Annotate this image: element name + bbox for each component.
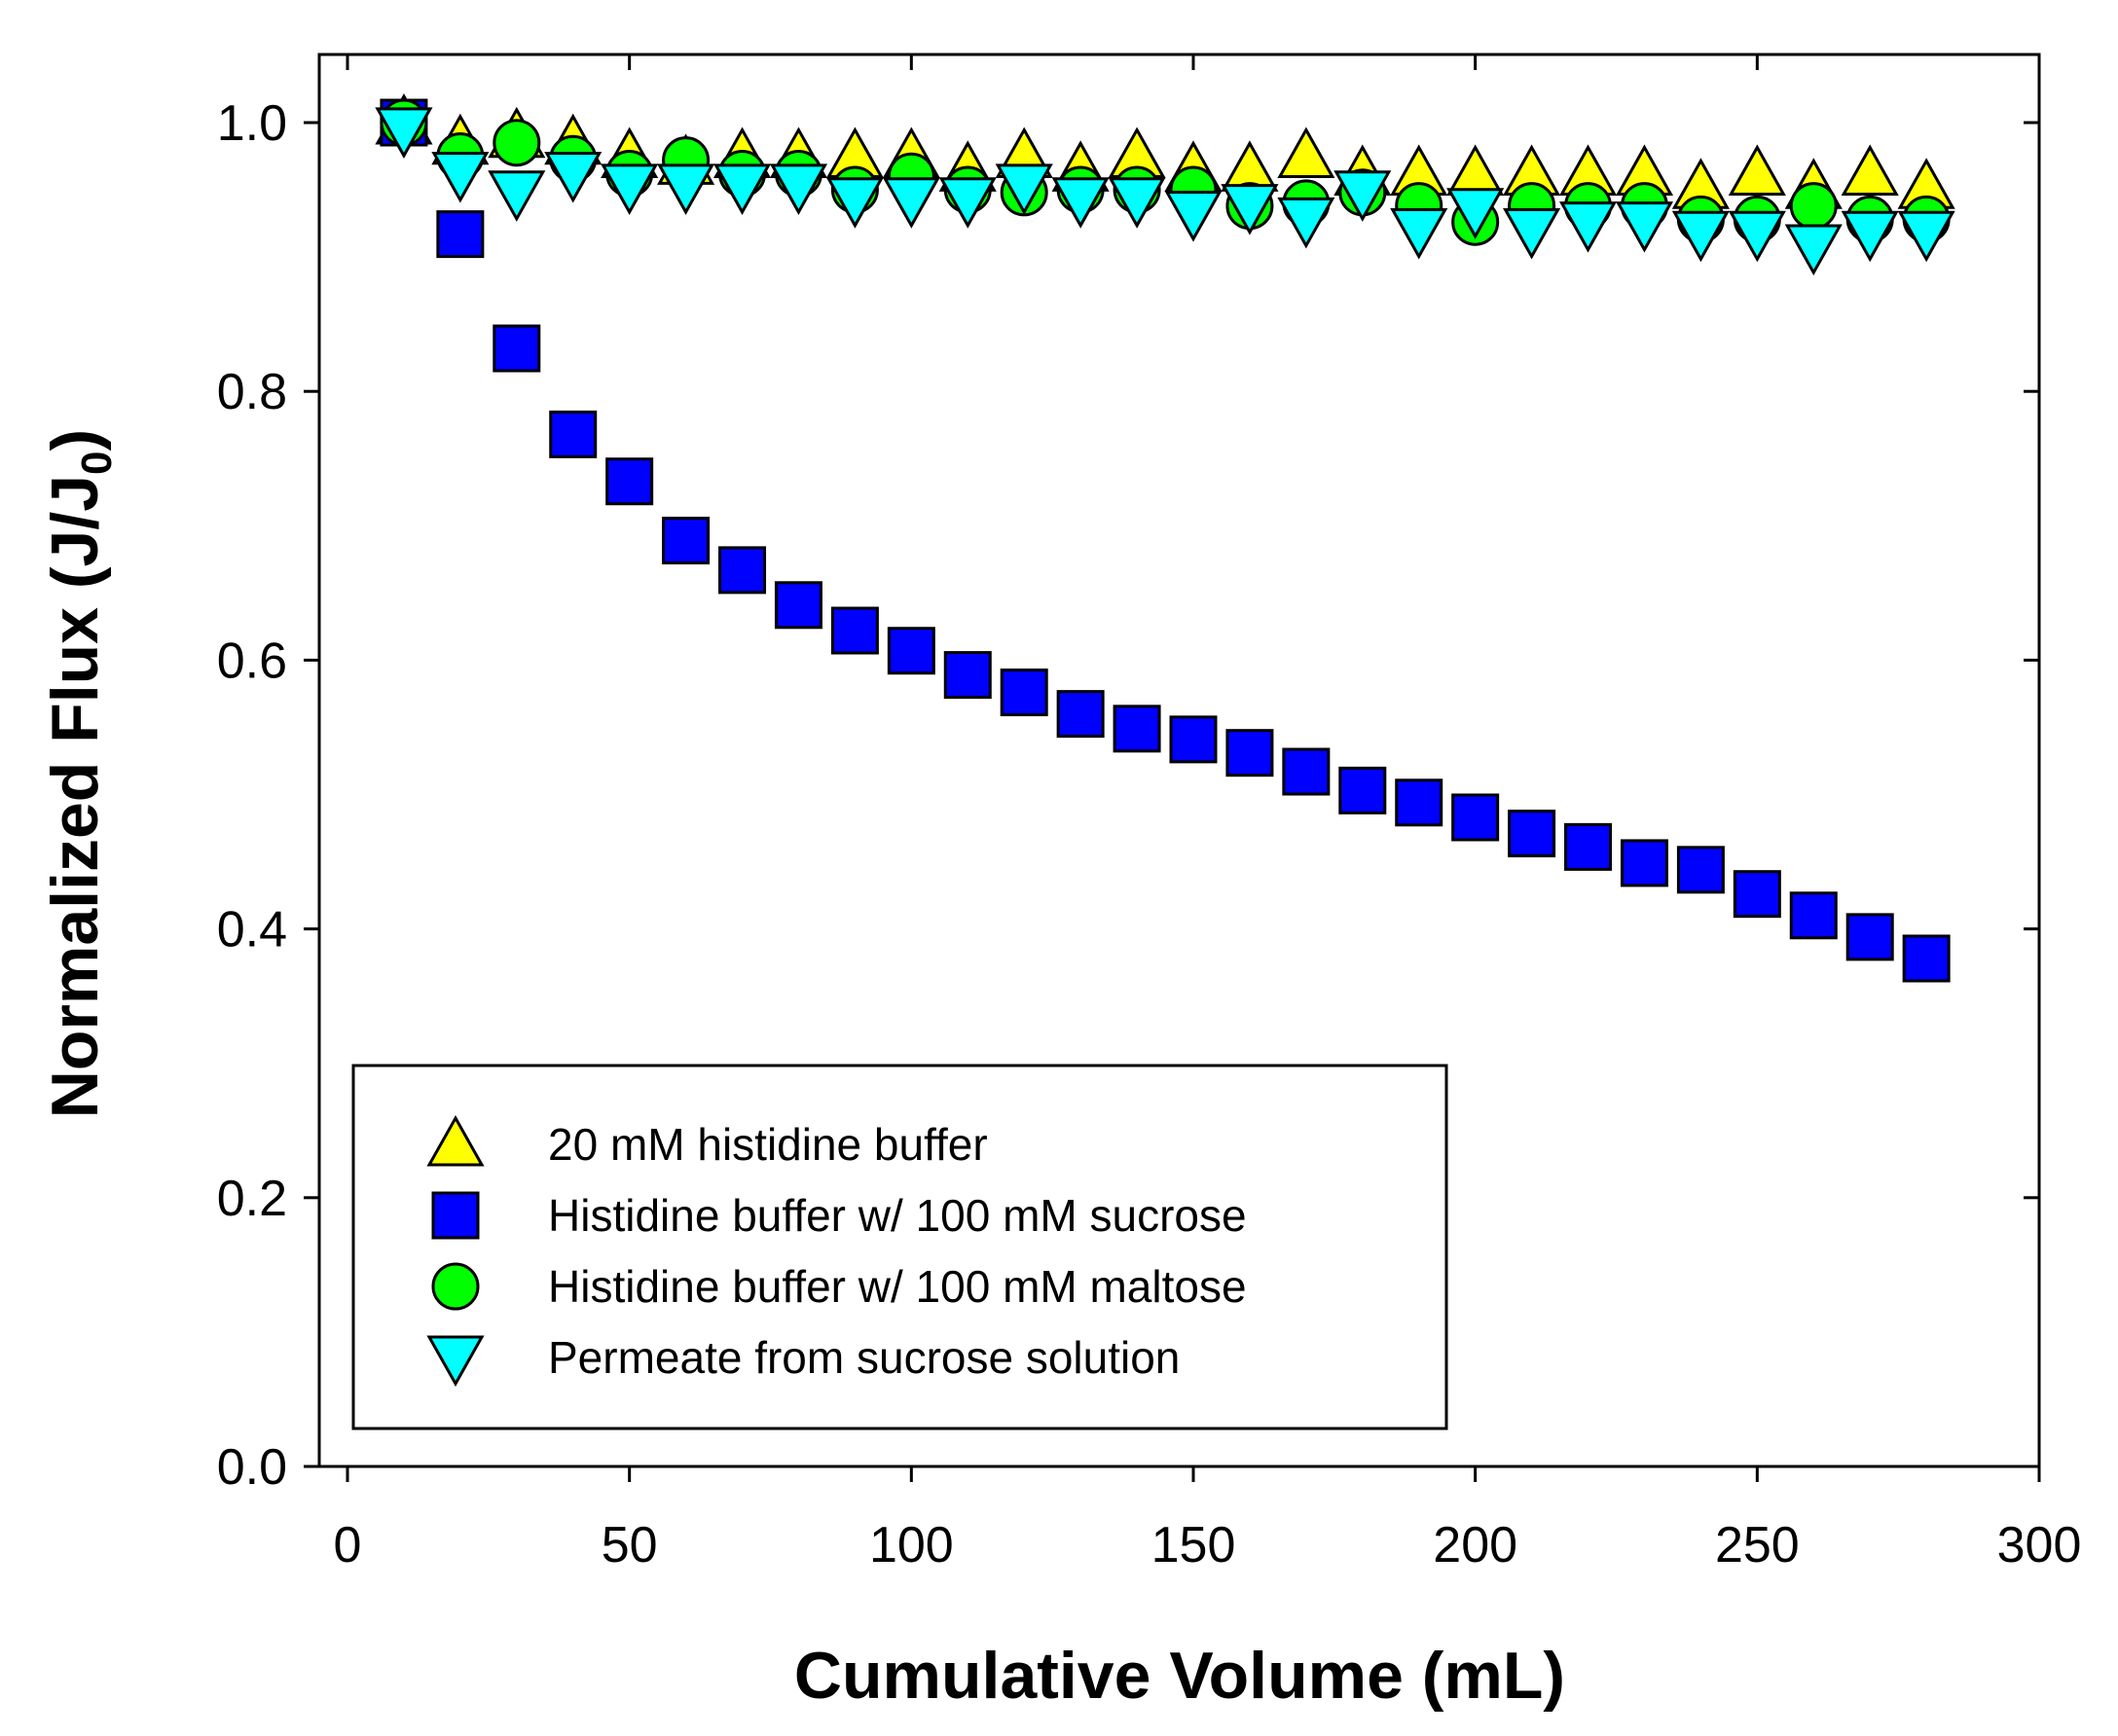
data-point-triangle-down (938, 177, 997, 229)
data-point-square (718, 546, 767, 595)
data-point-triangle-down (1728, 210, 1786, 263)
series-triangle-down (375, 107, 1955, 276)
data-point-triangle-down (1051, 177, 1110, 229)
data-point-triangle-down (1108, 177, 1166, 229)
legend-marker-triangle-up (426, 1114, 485, 1167)
data-point-triangle-down (1221, 184, 1279, 235)
y-tick-label: 0.4 (217, 902, 287, 958)
legend-marker-circle (431, 1262, 480, 1311)
data-point-triangle-down (1897, 210, 1955, 263)
data-point-triangle-down (375, 107, 433, 159)
y-tick-label: 0.0 (217, 1439, 287, 1496)
data-point-triangle-down (1784, 224, 1843, 276)
data-point-square (549, 410, 598, 458)
data-point-square (1225, 729, 1274, 778)
data-point-triangle-up (1841, 144, 1899, 196)
y-tick-label: 0.2 (217, 1171, 287, 1227)
data-point-triangle-down (657, 163, 715, 215)
data-point-triangle-down (1671, 210, 1730, 263)
data-point-square (830, 606, 879, 655)
data-point-triangle-down (712, 163, 772, 215)
data-point-triangle-down (1558, 201, 1618, 253)
x-tick-label: 300 (1997, 1517, 2082, 1573)
x-tick-label: 200 (1433, 1517, 1517, 1573)
data-point-triangle-down (1277, 197, 1335, 249)
x-tick-label: 0 (334, 1517, 362, 1573)
data-point-triangle-down (995, 163, 1053, 215)
data-point-square (774, 581, 822, 630)
data-point-circle (493, 119, 541, 167)
x-tick-label: 250 (1715, 1517, 1800, 1573)
legend-label: 20 mM histidine buffer (548, 1119, 988, 1170)
data-point-triangle-down (488, 170, 546, 222)
data-point-square (1395, 778, 1443, 827)
data-point-triangle-down (1164, 191, 1223, 242)
legend-marker-square (431, 1191, 480, 1240)
data-point-triangle-down (1446, 188, 1505, 239)
data-point-square (1451, 793, 1500, 842)
data-point-square (1508, 810, 1556, 858)
data-point-square (1169, 715, 1218, 764)
data-point-square (1676, 846, 1725, 894)
x-axis-label: Cumulative Volume (mL) (794, 1639, 1565, 1713)
data-point-square (436, 210, 485, 259)
y-axis-label: Normalized Flux (J/J0) (38, 429, 121, 1118)
data-point-square (1056, 690, 1105, 739)
legend-label: Histidine buffer w/ 100 mM maltose (548, 1261, 1247, 1312)
y-axis-label-sub: 0 (73, 451, 121, 474)
data-point-square (1282, 747, 1331, 796)
x-tick-label: 100 (869, 1517, 954, 1573)
data-point-square (605, 457, 654, 506)
y-axis-label-close: ) (38, 429, 112, 452)
y-tick-label: 1.0 (217, 95, 287, 152)
data-point-triangle-down (882, 177, 940, 229)
data-point-triangle-down (1615, 201, 1674, 253)
data-point-triangle-up (1446, 144, 1505, 196)
data-point-triangle-down (544, 151, 603, 203)
data-point-square (1789, 891, 1838, 940)
legend-marker-triangle-down (426, 1335, 485, 1388)
data-point-triangle-down (431, 151, 490, 203)
data-point-square (662, 516, 711, 564)
data-point-square (493, 324, 541, 373)
data-point-triangle-up (1728, 144, 1786, 196)
data-point-triangle-down (601, 163, 659, 215)
data-point-square (1620, 839, 1668, 887)
data-point-square (887, 627, 935, 675)
data-point-square (1564, 822, 1613, 871)
series-square (380, 98, 1951, 983)
data-point-triangle-down (1503, 207, 1561, 260)
y-axis-label-main: Normalized Flux (J/J (38, 475, 112, 1118)
legend-box (351, 1064, 1448, 1430)
data-point-circle (1789, 182, 1838, 231)
data-point-triangle-down (769, 163, 828, 215)
data-point-square (1902, 934, 1951, 983)
plot-frame (317, 53, 2041, 1468)
data-point-square (1733, 870, 1781, 919)
data-point-triangle-down (1841, 210, 1899, 263)
x-tick-label: 50 (602, 1517, 658, 1573)
data-point-triangle-down (825, 177, 884, 229)
data-point-square (1000, 669, 1048, 717)
y-tick-label: 0.6 (217, 633, 287, 689)
data-point-triangle-down (1333, 170, 1392, 222)
y-tick-label: 0.8 (217, 364, 287, 420)
legend-label: Permeate from sucrose solution (548, 1332, 1180, 1383)
data-point-square (1845, 913, 1894, 961)
x-tick-label: 150 (1151, 1517, 1236, 1573)
legend-label: Histidine buffer w/ 100 mM sucrose (548, 1190, 1247, 1241)
data-point-square (1113, 705, 1161, 753)
data-point-triangle-up (1277, 127, 1335, 179)
data-point-square (1338, 766, 1387, 814)
data-point-square (943, 651, 992, 700)
data-point-triangle-down (1390, 207, 1448, 260)
